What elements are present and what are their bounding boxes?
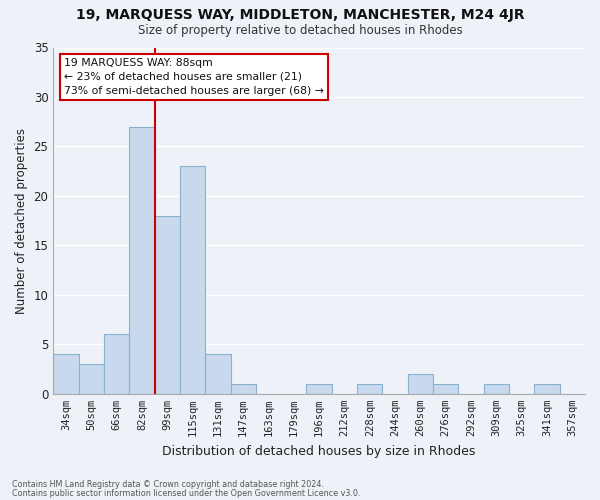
Text: Contains HM Land Registry data © Crown copyright and database right 2024.: Contains HM Land Registry data © Crown c… xyxy=(12,480,324,489)
X-axis label: Distribution of detached houses by size in Rhodes: Distribution of detached houses by size … xyxy=(163,444,476,458)
Text: 19 MARQUESS WAY: 88sqm
← 23% of detached houses are smaller (21)
73% of semi-det: 19 MARQUESS WAY: 88sqm ← 23% of detached… xyxy=(64,58,324,96)
Bar xyxy=(129,126,155,394)
Bar xyxy=(79,364,104,394)
Bar xyxy=(408,374,433,394)
Bar xyxy=(484,384,509,394)
Text: Size of property relative to detached houses in Rhodes: Size of property relative to detached ho… xyxy=(137,24,463,37)
Bar xyxy=(535,384,560,394)
Bar xyxy=(53,354,79,394)
Bar xyxy=(155,216,180,394)
Bar xyxy=(180,166,205,394)
Bar xyxy=(104,334,129,394)
Text: 19, MARQUESS WAY, MIDDLETON, MANCHESTER, M24 4JR: 19, MARQUESS WAY, MIDDLETON, MANCHESTER,… xyxy=(76,8,524,22)
Bar xyxy=(205,354,230,394)
Bar xyxy=(357,384,382,394)
Y-axis label: Number of detached properties: Number of detached properties xyxy=(15,128,28,314)
Bar xyxy=(433,384,458,394)
Bar xyxy=(307,384,332,394)
Text: Contains public sector information licensed under the Open Government Licence v3: Contains public sector information licen… xyxy=(12,488,361,498)
Bar xyxy=(230,384,256,394)
